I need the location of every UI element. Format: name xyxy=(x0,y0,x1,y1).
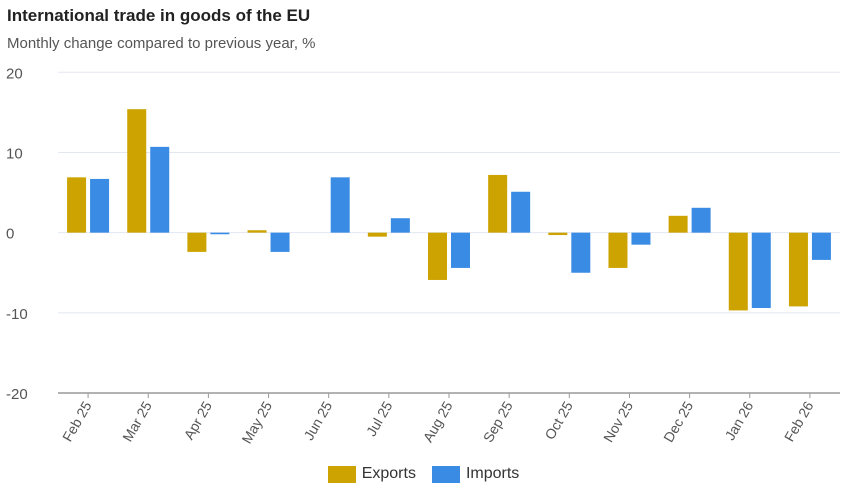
bar-imports[interactable] xyxy=(691,207,711,233)
x-tick-label: Jun 25 xyxy=(300,398,335,443)
x-tick-label: Jul 25 xyxy=(363,398,396,439)
bar-exports[interactable] xyxy=(127,109,147,233)
x-tick-label: May 25 xyxy=(238,398,275,446)
y-tick-label: 10 xyxy=(6,145,23,162)
bar-imports[interactable] xyxy=(150,146,170,233)
x-tick-label: Aug 25 xyxy=(420,398,456,445)
bar-imports[interactable] xyxy=(330,177,350,233)
bar-exports[interactable] xyxy=(187,232,207,252)
bar-exports[interactable] xyxy=(608,232,628,268)
x-tick-label: Sep 25 xyxy=(480,398,516,445)
legend-label: Imports xyxy=(465,465,520,482)
bar-imports[interactable] xyxy=(631,232,651,245)
legend-item-imports[interactable]: Imports xyxy=(431,465,520,483)
bar-exports[interactable] xyxy=(548,232,568,236)
bar-imports[interactable] xyxy=(751,232,771,309)
chart-title: International trade in goods of the EU xyxy=(7,6,311,25)
bar-imports[interactable] xyxy=(811,232,831,260)
bar-exports[interactable] xyxy=(728,232,748,311)
x-tick-label: Oct 25 xyxy=(541,398,576,442)
bar-imports[interactable] xyxy=(390,218,410,233)
bar-imports[interactable] xyxy=(270,232,290,252)
y-tick-label: -10 xyxy=(6,306,28,323)
exports-swatch xyxy=(327,465,356,483)
bar-imports[interactable] xyxy=(451,232,470,268)
y-tick-label: 0 xyxy=(6,226,14,243)
legend-label: Exports xyxy=(361,465,416,482)
chart-subtitle: Monthly change compared to previous year… xyxy=(7,35,316,52)
bar-exports[interactable] xyxy=(428,232,447,280)
bar-exports[interactable] xyxy=(668,215,688,233)
x-tick-label: Mar 25 xyxy=(119,398,155,444)
bar-imports[interactable] xyxy=(90,178,110,233)
y-tick-label: -20 xyxy=(6,386,28,403)
imports-swatch xyxy=(431,465,460,483)
bar-imports[interactable] xyxy=(210,232,230,235)
x-tick-label: Nov 25 xyxy=(600,398,636,445)
x-tick-label: Feb 25 xyxy=(59,398,95,444)
x-tick-label: Apr 25 xyxy=(181,398,216,442)
x-tick-label: Dec 25 xyxy=(660,398,696,445)
bar-imports[interactable] xyxy=(571,232,591,273)
bar-exports[interactable] xyxy=(367,232,387,237)
bar-exports[interactable] xyxy=(488,174,508,233)
legend-item-exports[interactable]: Exports xyxy=(327,465,416,483)
bar-exports[interactable] xyxy=(788,232,808,307)
legend: Exports Imports xyxy=(0,465,847,483)
bar-exports[interactable] xyxy=(67,177,87,233)
bar-exports[interactable] xyxy=(247,230,267,233)
y-tick-label: 20 xyxy=(6,65,23,82)
x-tick-label: Jan 26 xyxy=(721,398,756,443)
bar-imports[interactable] xyxy=(511,191,531,233)
x-tick-label: Feb 26 xyxy=(781,398,817,444)
